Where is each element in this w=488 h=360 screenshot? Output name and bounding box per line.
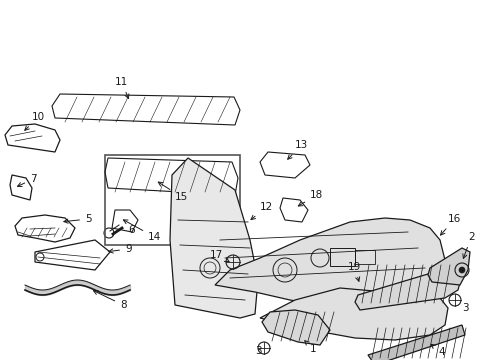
Bar bbox=[354, 250, 374, 264]
Bar bbox=[329, 248, 354, 266]
Polygon shape bbox=[260, 288, 447, 340]
Text: 4: 4 bbox=[430, 344, 444, 357]
Text: 17: 17 bbox=[209, 250, 228, 261]
Text: 19: 19 bbox=[347, 262, 361, 281]
Text: 16: 16 bbox=[440, 214, 460, 235]
Polygon shape bbox=[262, 310, 329, 345]
Text: 3: 3 bbox=[254, 346, 261, 356]
Text: 15: 15 bbox=[158, 182, 188, 202]
Polygon shape bbox=[170, 158, 258, 318]
Text: 8: 8 bbox=[93, 291, 126, 310]
Text: 3: 3 bbox=[461, 303, 468, 313]
Text: 1: 1 bbox=[304, 341, 316, 354]
Text: 11: 11 bbox=[115, 77, 128, 98]
Text: 9: 9 bbox=[109, 244, 131, 254]
Text: 14: 14 bbox=[123, 220, 161, 242]
Polygon shape bbox=[367, 325, 464, 360]
Text: 5: 5 bbox=[64, 214, 91, 224]
Text: 18: 18 bbox=[298, 190, 323, 206]
Circle shape bbox=[458, 267, 464, 273]
Polygon shape bbox=[215, 218, 444, 310]
Text: 6: 6 bbox=[128, 225, 134, 235]
Text: 2: 2 bbox=[462, 232, 474, 258]
Polygon shape bbox=[354, 260, 461, 310]
Text: 12: 12 bbox=[250, 202, 273, 220]
Text: 13: 13 bbox=[287, 140, 307, 159]
Bar bbox=[105, 155, 240, 245]
Polygon shape bbox=[427, 248, 469, 285]
Text: 10: 10 bbox=[25, 112, 45, 130]
Text: 7: 7 bbox=[18, 174, 37, 186]
